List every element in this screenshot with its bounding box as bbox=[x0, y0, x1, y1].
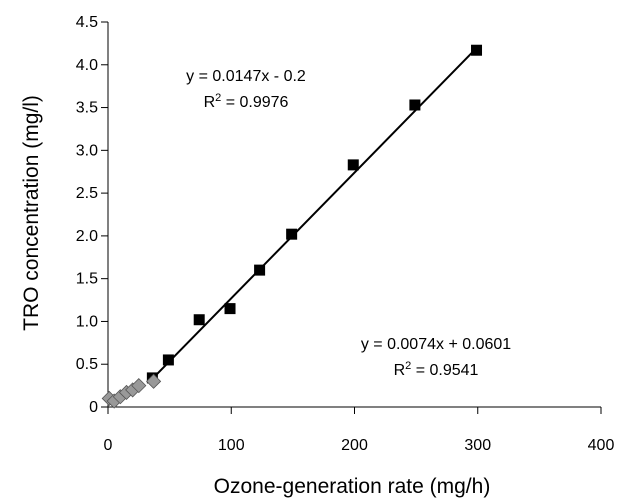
square-point bbox=[193, 314, 205, 326]
fit-equation-lower: y = 0.0074x + 0.0601 bbox=[361, 336, 511, 353]
x-axis-ticks: 0 100 200 300 400 bbox=[104, 407, 615, 454]
square-point bbox=[347, 159, 359, 171]
fit-r2-upper: R2 = 0.9976 bbox=[204, 92, 289, 111]
y-tick-label: 4.0 bbox=[76, 57, 98, 74]
square-point bbox=[409, 99, 421, 111]
y-axis-title: TRO concentration (mg/l) bbox=[20, 95, 43, 331]
square-point bbox=[471, 44, 483, 56]
fit-r2-lower: R2 = 0.9541 bbox=[394, 360, 479, 379]
y-tick-label: 3.0 bbox=[76, 142, 98, 159]
diamond-point bbox=[146, 373, 162, 389]
x-tick-label: 200 bbox=[341, 437, 368, 454]
square-point bbox=[286, 228, 298, 240]
square-point bbox=[162, 354, 174, 366]
fit-equation-upper: y = 0.0147x - 0.2 bbox=[186, 68, 306, 85]
y-tick-label: 1.5 bbox=[76, 271, 98, 288]
diamond-point bbox=[131, 378, 147, 394]
x-tick-label: 100 bbox=[218, 437, 245, 454]
y-tick-label: 2.0 bbox=[76, 228, 98, 245]
y-tick-label: 0 bbox=[89, 399, 98, 416]
y-tick-label: 4.5 bbox=[76, 14, 98, 31]
x-tick-label: 400 bbox=[588, 437, 615, 454]
square-point bbox=[254, 264, 266, 276]
data-points bbox=[101, 44, 483, 409]
x-tick-label: 0 bbox=[104, 437, 113, 454]
y-axis-ticks: 0 0.5 1.0 1.5 2.0 2.5 3.0 3.5 4.0 4.5 bbox=[76, 14, 108, 416]
y-tick-label: 1.0 bbox=[76, 313, 98, 330]
square-point bbox=[224, 303, 236, 315]
fit-line bbox=[151, 46, 479, 380]
y-tick-label: 2.5 bbox=[76, 185, 98, 202]
y-tick-label: 0.5 bbox=[76, 356, 98, 373]
y-tick-label: 3.5 bbox=[76, 100, 98, 117]
x-tick-label: 300 bbox=[464, 437, 491, 454]
x-axis-title: Ozone-generation rate (mg/h) bbox=[214, 475, 491, 498]
